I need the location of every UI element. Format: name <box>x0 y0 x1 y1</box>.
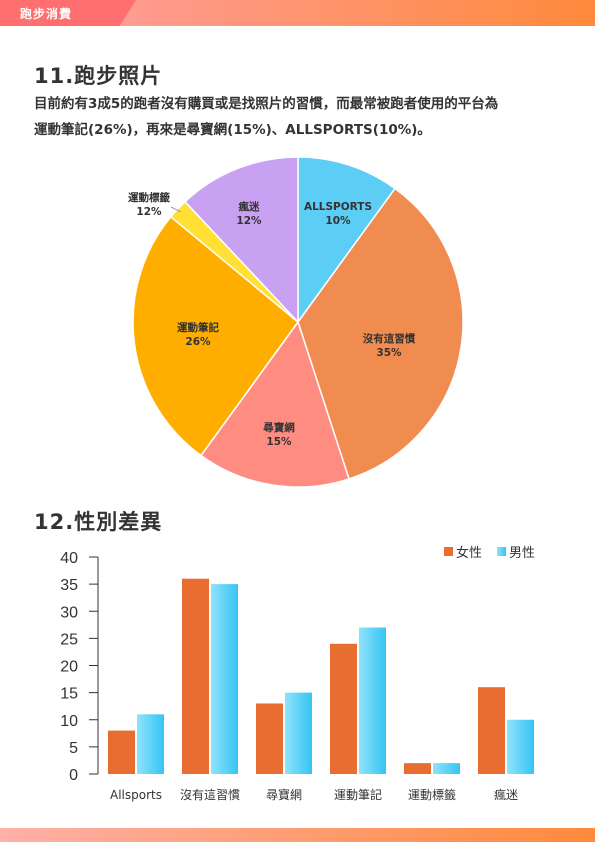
pie-pct-label-4: 12% <box>136 206 162 218</box>
legend-label-1: 男性 <box>509 546 535 561</box>
x-category-label-2: 尋寶網 <box>266 787 302 802</box>
pie-slice-3 <box>132 215 300 457</box>
y-tick-label-1: 5 <box>69 740 78 757</box>
x-category-label-4: 運動標籤 <box>408 787 456 802</box>
pie-label-3: 運動筆記 <box>177 321 219 334</box>
pie-pct-label-3: 26% <box>185 336 211 348</box>
pie-slice-5 <box>183 156 299 324</box>
section-12-title: 12.性別差異 <box>34 510 163 534</box>
y-tick-label-0: 0 <box>69 767 78 784</box>
y-tick-label-2: 10 <box>60 713 78 730</box>
pie-label-4: 運動標籤 <box>128 191 170 204</box>
bar-male-4 <box>433 763 460 774</box>
bar-male-0 <box>137 714 164 774</box>
bar-female-2 <box>256 703 283 774</box>
pie-slice-2 <box>199 320 350 488</box>
pie-slice-1 <box>297 187 464 480</box>
y-tick-label-7: 35 <box>60 577 78 594</box>
header-tab: 跑步消費 <box>0 0 136 26</box>
y-tick-label-4: 20 <box>60 659 78 676</box>
paragraph-line-2: 運動筆記(26%)，再來是尋寶網(15%)、ALLSPORTS(10%)。 <box>34 122 431 138</box>
pie-slice-0 <box>297 156 397 325</box>
pie-leader-line <box>170 206 181 213</box>
pie-label-5: 瘋迷 <box>238 200 260 213</box>
header-tab-label: 跑步消費 <box>20 7 73 21</box>
y-tick-label-5: 25 <box>60 631 78 648</box>
bar-female-5 <box>478 687 505 774</box>
legend-swatch-0 <box>444 547 453 556</box>
y-tick-label-3: 15 <box>60 686 78 703</box>
x-category-label-3: 運動筆記 <box>334 787 382 802</box>
bar-male-3 <box>359 627 386 774</box>
pie-chart: ALLSPORTS 10% 沒有這習慣 35% 尋寶網 15% 運動筆記 26% 運動標籤 12%… <box>128 156 464 488</box>
x-category-label-0: Allsports <box>110 788 162 802</box>
pie-label-0: ALLSPORTS <box>304 201 372 213</box>
pie-pct-label-0: 10% <box>325 215 351 227</box>
bar-female-0 <box>108 730 135 774</box>
pie-pct-label-1: 35% <box>376 347 402 359</box>
bar-male-1 <box>211 584 238 774</box>
y-tick-label-8: 40 <box>60 550 78 567</box>
pie-pct-label-2: 15% <box>266 436 292 448</box>
x-category-label-1: 沒有這習慣 <box>180 787 240 802</box>
pie-label-2: 尋寶網 <box>263 421 295 434</box>
legend-swatch-1 <box>497 547 506 556</box>
bar-female-1 <box>182 578 209 774</box>
paragraph-line-1: 目前約有3成5的跑者沒有購買或是找照片的習慣，而最常被跑者使用的平台為 <box>34 96 499 112</box>
footer-band <box>0 828 595 842</box>
bar-male-2 <box>285 692 312 774</box>
x-category-label-5: 瘋迷 <box>494 787 518 802</box>
bar-female-3 <box>330 643 357 774</box>
legend-label-0: 女性 <box>456 545 482 561</box>
pie-pct-label-5: 12% <box>236 215 262 227</box>
section-11-title: 11.跑步照片 <box>34 64 163 88</box>
section-11-paragraph: 目前約有3成5的跑者沒有購買或是找照片的習慣，而最常被跑者使用的平台為 運動筆記… <box>34 91 574 143</box>
y-tick-label-6: 30 <box>60 604 78 621</box>
bar-male-5 <box>507 719 534 774</box>
pie-label-1: 沒有這習慣 <box>363 332 416 345</box>
bar-female-4 <box>404 763 431 774</box>
